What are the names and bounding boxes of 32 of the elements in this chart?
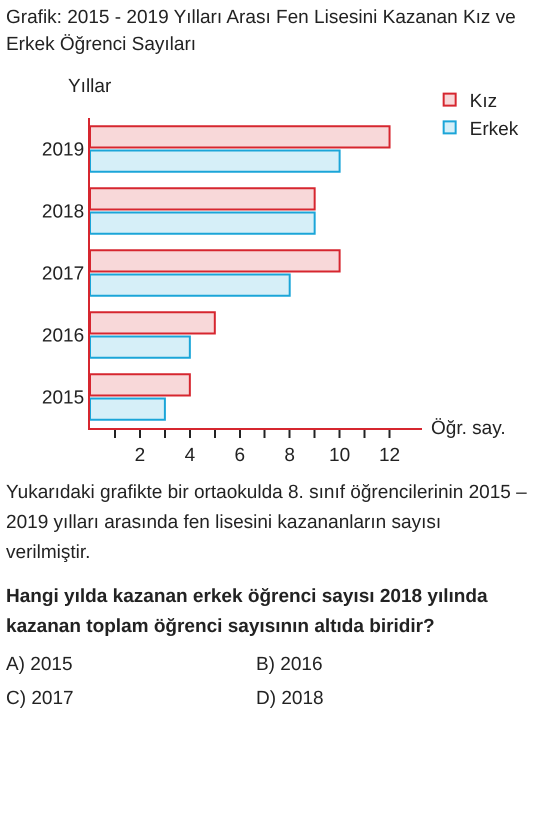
bar bbox=[90, 397, 166, 421]
bar bbox=[90, 335, 191, 359]
y-tick-label: 2017 bbox=[42, 264, 84, 285]
y-tick-label: 2019 bbox=[42, 140, 84, 161]
x-tick-label: 8 bbox=[284, 444, 295, 466]
bar bbox=[90, 273, 291, 297]
x-tick-label: 6 bbox=[234, 444, 246, 466]
x-axis-title: Öğr. say. bbox=[431, 418, 506, 439]
text: B) 2016 bbox=[256, 653, 324, 677]
text: A) 2015 bbox=[6, 653, 74, 677]
bar bbox=[90, 249, 341, 273]
bar bbox=[90, 373, 191, 397]
x-tick-label: 10 bbox=[329, 444, 350, 466]
y-tick-label: 2016 bbox=[42, 326, 84, 347]
bar bbox=[90, 149, 341, 173]
legend-label: Kız bbox=[470, 91, 498, 112]
y-tick-label: 2015 bbox=[42, 388, 84, 409]
legend-label: Erkek bbox=[470, 118, 519, 140]
chart-title: Grafik: 2015 - 2019 Yılları Arası Fen Lisesini Kazanan Kız ve Erkek Öğrenci Sayıları bbox=[5, 6, 517, 57]
text: Yukarıdaki grafikte bir ortaokulda 8. sınıf öğrencilerinin 2015 – 2019 yılları arasında fen lisesini kazananların sayısı verilmiştir. bbox=[5, 481, 528, 565]
x-tick-label: 4 bbox=[184, 444, 196, 466]
x-tick-label: 12 bbox=[378, 444, 400, 466]
bar bbox=[90, 311, 216, 335]
y-axis-title: Yıllar bbox=[68, 76, 112, 97]
text: Hangi yılda kazanan erkek öğrenci sayısı 2018 yılında kazanan toplam öğrenci sayısının altıda biridir? bbox=[5, 585, 489, 639]
bar bbox=[90, 211, 316, 235]
y-tick-label: 2018 bbox=[42, 202, 84, 223]
bar bbox=[90, 187, 316, 211]
x-tick-label: 2 bbox=[134, 444, 146, 466]
bar bbox=[90, 125, 391, 149]
text: C) 2017 bbox=[6, 687, 75, 711]
text: D) 2018 bbox=[256, 687, 325, 711]
